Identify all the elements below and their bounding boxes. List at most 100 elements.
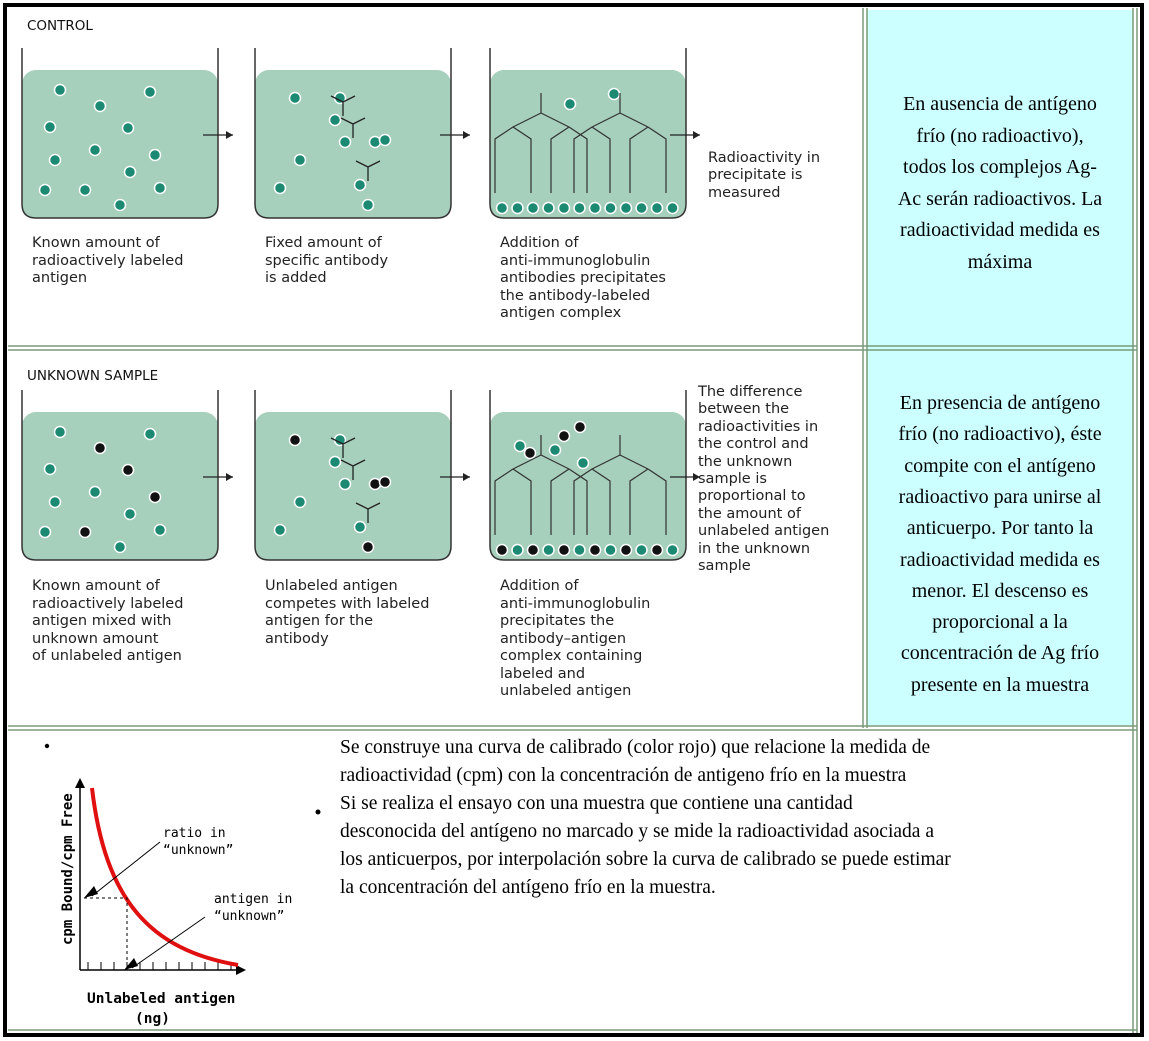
antigen	[290, 93, 301, 104]
antigen	[605, 545, 616, 556]
step-caption: precipitates the	[500, 613, 614, 629]
result-caption: the amount of	[698, 506, 801, 522]
antigen	[55, 85, 66, 96]
result-caption: the unknown	[698, 454, 792, 470]
antigen	[95, 101, 106, 112]
antigen	[512, 545, 523, 556]
result-caption: sample is	[698, 471, 767, 487]
antigen	[363, 200, 374, 211]
step-caption: is added	[265, 270, 327, 286]
antigen	[543, 545, 554, 556]
step-caption: Addition of	[500, 235, 578, 251]
antigen	[40, 527, 51, 538]
note-text: Ac serán radioactivos. La	[867, 188, 1133, 211]
result-caption: Radioactivity in	[708, 150, 820, 166]
antigen	[363, 542, 374, 553]
antigen	[621, 545, 632, 556]
curve-label: “unknown”	[214, 909, 284, 924]
antigen	[340, 137, 351, 148]
step-caption: radioactively labeled	[32, 253, 183, 269]
antigen	[565, 99, 576, 110]
antigen	[155, 525, 166, 536]
antigen	[115, 542, 126, 553]
pointer-head	[124, 958, 138, 970]
antigen	[559, 203, 570, 214]
step-caption: antibody	[265, 631, 329, 647]
antigen	[578, 458, 589, 469]
step-caption: labeled and	[500, 666, 585, 682]
antigen	[150, 150, 161, 161]
page: (() => { const data = JSON.parse(documen…	[0, 0, 1149, 1041]
x-axis-label: Unlabeled antigen	[87, 991, 235, 1007]
antigen	[55, 427, 66, 438]
antigen	[574, 545, 585, 556]
curve-label: antigen in	[214, 892, 292, 907]
note-text: radioactividad medida es	[867, 219, 1133, 242]
antigen	[605, 203, 616, 214]
antigen	[150, 492, 161, 503]
bullet-text: Se construye una curva de calibrado (col…	[340, 737, 930, 759]
step-caption: Addition of	[500, 578, 578, 594]
antigen	[45, 122, 56, 133]
result-caption: in the unknown	[698, 541, 810, 557]
step-caption: Known amount of	[32, 578, 160, 594]
result-caption: the control and	[698, 436, 809, 452]
liquid	[490, 412, 686, 560]
antigen	[621, 203, 632, 214]
bullet-text: los anticuerpos, por interpolación sobre…	[340, 849, 951, 871]
curve-label: “unknown”	[163, 843, 233, 858]
result-caption: radioactivities in	[698, 419, 818, 435]
step-caption: anti-immunoglobulin	[500, 596, 650, 612]
step-caption: antigen	[32, 270, 87, 286]
note-text: frío (no radioactivo),	[867, 125, 1133, 148]
pointer	[132, 917, 205, 968]
step-caption: antigen mixed with	[32, 613, 172, 629]
antigen	[355, 180, 366, 191]
arrow-head	[463, 131, 470, 139]
result-caption: between the	[698, 401, 789, 417]
note-text: En ausencia de antígeno	[867, 93, 1133, 116]
note-text: radioactividad medida es	[867, 549, 1133, 572]
antigen	[574, 203, 585, 214]
note-text: frío (no radioactivo), éste	[867, 423, 1133, 446]
step-caption: of unlabeled antigen	[32, 648, 182, 664]
bullet-text: radioactividad (cpm) con la concentració…	[340, 765, 906, 787]
antigen	[80, 527, 91, 538]
antigen	[50, 155, 61, 166]
liquid	[490, 70, 686, 218]
bullet-text: desconocida del antígeno no marcado y se…	[340, 821, 934, 843]
antigen	[290, 435, 301, 446]
arrow-head	[463, 473, 470, 481]
antigen	[590, 203, 601, 214]
antigen	[667, 203, 678, 214]
pointer	[92, 842, 160, 896]
result-caption: The difference	[698, 384, 802, 400]
antigen	[528, 545, 539, 556]
step-caption: Known amount of	[32, 235, 160, 251]
arrow-head	[226, 473, 233, 481]
liquid	[22, 70, 218, 218]
note-text: En presencia de antígeno	[867, 392, 1133, 415]
bullet-text: la concentración del antígeno frío en la…	[340, 877, 716, 899]
antigen	[295, 497, 306, 508]
result-caption: measured	[708, 185, 780, 201]
antigen	[380, 135, 391, 146]
step-caption: competes with labeled	[265, 596, 429, 612]
note-text: presente en la muestra	[867, 674, 1133, 697]
note-text: concentración de Ag frío	[867, 642, 1133, 665]
antigen	[370, 479, 381, 490]
step-caption: specific antibody	[265, 253, 388, 269]
antigen	[636, 203, 647, 214]
step-caption: unlabeled antigen	[500, 683, 631, 699]
bullet	[45, 744, 49, 748]
step-caption: anti-immunoglobulin	[500, 253, 650, 269]
antigen	[340, 479, 351, 490]
antigen	[550, 445, 561, 456]
step-caption: Unlabeled antigen	[265, 578, 398, 594]
bullet	[316, 810, 321, 815]
result-caption: precipitate is	[708, 167, 802, 183]
antigen	[145, 87, 156, 98]
antigen	[275, 183, 286, 194]
antigen	[275, 525, 286, 536]
y-arrow	[75, 778, 85, 788]
